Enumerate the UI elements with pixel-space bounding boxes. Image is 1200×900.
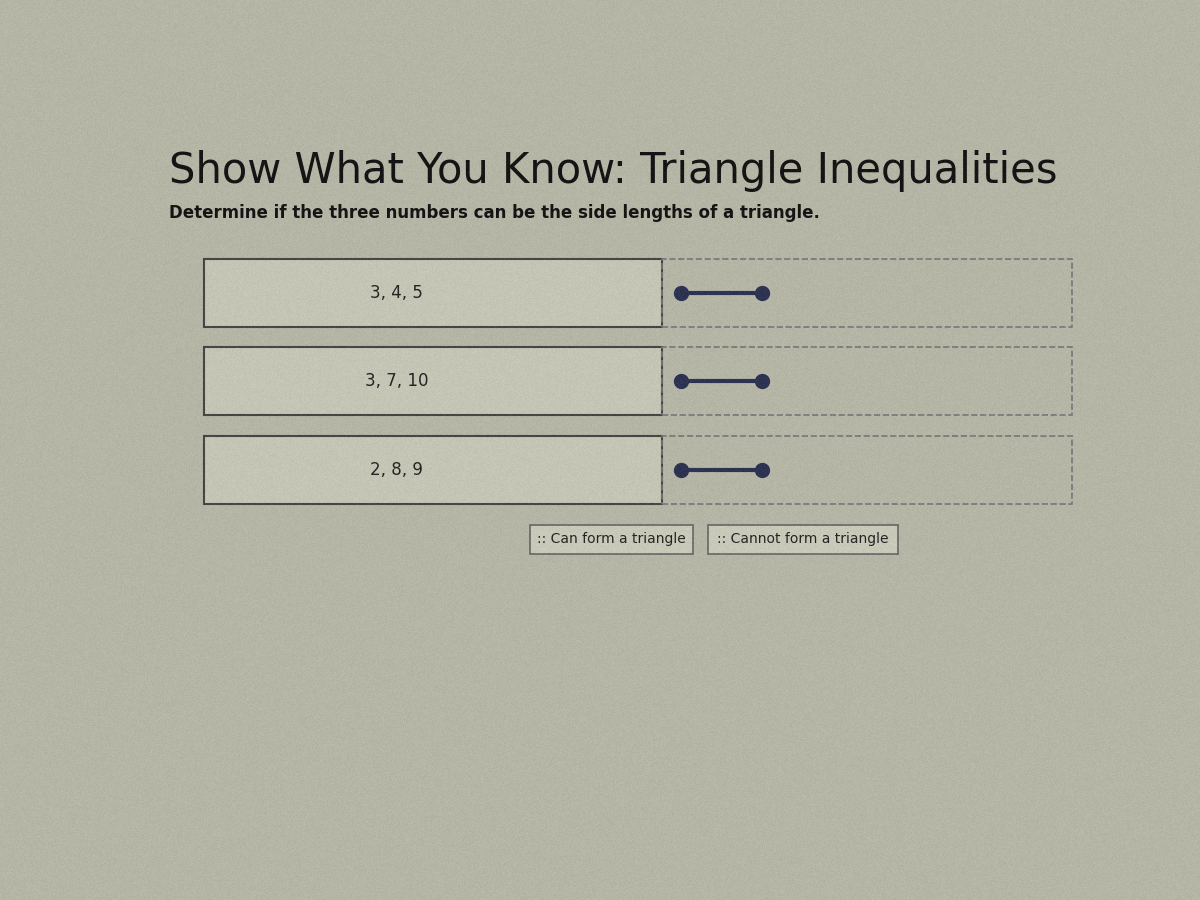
FancyBboxPatch shape	[708, 525, 898, 554]
FancyBboxPatch shape	[204, 436, 661, 504]
Text: 2, 8, 9: 2, 8, 9	[370, 461, 422, 479]
Text: Determine if the three numbers can be the side lengths of a triangle.: Determine if the three numbers can be th…	[169, 204, 821, 222]
Text: Show What You Know: Triangle Inequalities: Show What You Know: Triangle Inequalitie…	[169, 150, 1058, 193]
Text: 3, 4, 5: 3, 4, 5	[370, 284, 422, 302]
Text: :: Cannot form a triangle: :: Cannot form a triangle	[718, 532, 889, 546]
FancyBboxPatch shape	[204, 259, 661, 327]
FancyBboxPatch shape	[204, 347, 661, 415]
Text: 3, 7, 10: 3, 7, 10	[365, 373, 428, 391]
FancyBboxPatch shape	[529, 525, 692, 554]
Text: :: Can form a triangle: :: Can form a triangle	[536, 532, 685, 546]
